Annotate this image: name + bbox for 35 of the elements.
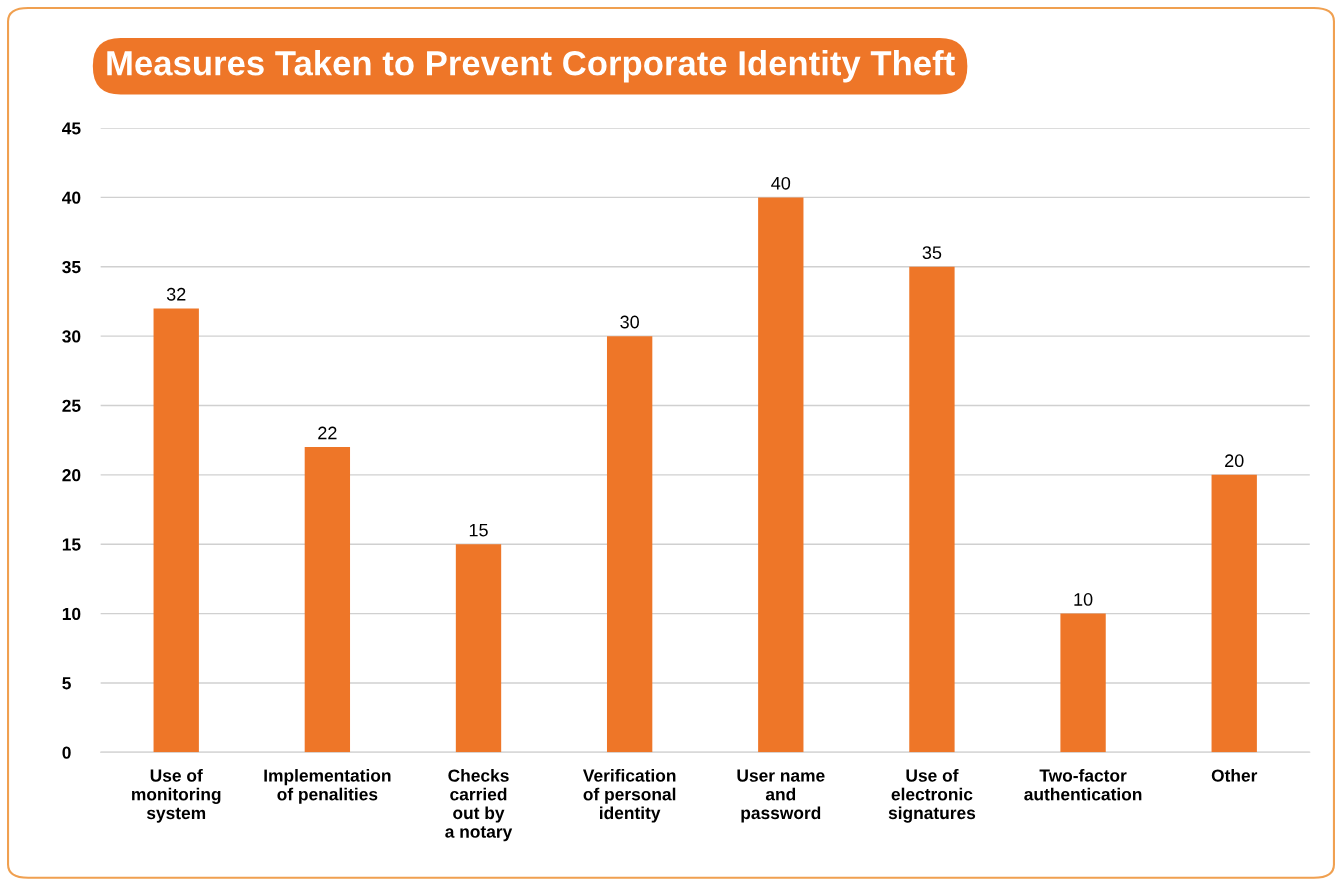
- bar: [1211, 474, 1257, 753]
- x-tick-label: Verification of personal identity: [582, 768, 676, 823]
- x-tick-label: Implementation of penalities: [264, 768, 391, 804]
- bar: [909, 266, 955, 753]
- data-label: 40: [771, 176, 791, 190]
- y-tick-label: 5: [62, 677, 71, 690]
- bar: [455, 544, 502, 753]
- x-tick-label: Other: [1211, 768, 1258, 782]
- bar: [153, 308, 199, 753]
- data-label: 22: [318, 426, 337, 440]
- data-label: 10: [1074, 593, 1093, 606]
- y-tick-label: 30: [62, 330, 81, 343]
- x-tick-label: Use of electronic signatures: [888, 768, 976, 823]
- chart-title: Measures Taken to Prevent Corporate Identity Theft: [107, 50, 955, 83]
- y-tick-label: 25: [62, 399, 81, 412]
- bar: [304, 447, 351, 753]
- x-tick-label: Checks carried out by a notary: [445, 768, 513, 842]
- x-tick-label: Use of monitoring system: [132, 768, 221, 823]
- data-label: 32: [166, 287, 186, 301]
- data-label: 30: [620, 315, 639, 329]
- y-tick-label: 20: [62, 469, 81, 482]
- y-tick-label: 10: [62, 607, 81, 621]
- y-tick-label: 0: [62, 746, 71, 759]
- data-label: 15: [469, 523, 488, 537]
- bar: [758, 197, 804, 753]
- x-tick-label: Two-factor authentication: [1024, 768, 1142, 801]
- y-tick-label: 15: [62, 538, 81, 551]
- data-label: 35: [922, 246, 942, 260]
- bar: [606, 336, 653, 753]
- y-tick-label: 45: [62, 122, 81, 135]
- data-label: 20: [1225, 454, 1244, 468]
- y-tick-label: 40: [62, 191, 81, 204]
- y-tick-label: 35: [62, 260, 81, 274]
- x-tick-label: User name and password: [737, 769, 825, 823]
- bar: [1060, 613, 1106, 753]
